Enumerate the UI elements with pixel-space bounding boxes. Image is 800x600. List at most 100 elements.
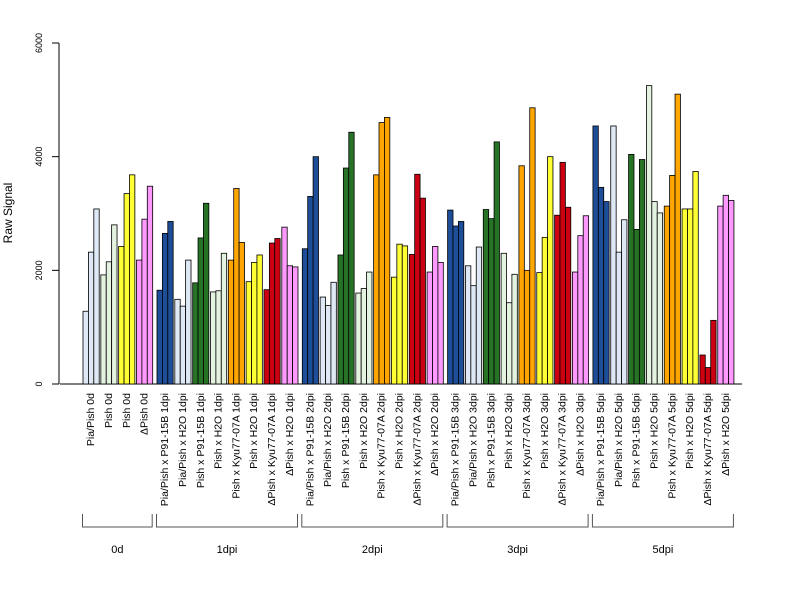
x-tick-labels: Pia/Pish 0d Pish 0d Pish 0d ΔPish 0d Pia/Pis… xyxy=(85,393,732,506)
bar xyxy=(603,201,610,385)
y-tick-label: 4000 xyxy=(34,147,44,167)
bar xyxy=(366,271,373,385)
x-tick-label: ΔPish x H2O 1dpi xyxy=(284,393,296,476)
bar xyxy=(408,254,416,385)
bar xyxy=(281,226,288,385)
group-bracket xyxy=(155,514,298,528)
x-tick-label: ΔPish 0d xyxy=(139,393,151,435)
x-tick-label: Pish x P91-15B 2dpi xyxy=(340,393,352,488)
bar xyxy=(245,281,252,385)
x-tick-label: Pia/Pish x P91-15B 3dpi xyxy=(450,393,462,506)
bar xyxy=(118,246,125,385)
group-brackets: 0d 1dpi 2dpi 3dpi 5dpi xyxy=(82,514,734,556)
y-tick-label: 2000 xyxy=(34,260,44,280)
bar xyxy=(220,252,228,385)
bar xyxy=(286,265,294,385)
bar xyxy=(319,296,326,385)
bar xyxy=(185,259,192,385)
bar xyxy=(292,266,299,385)
bar xyxy=(710,319,717,385)
bar xyxy=(628,153,635,385)
bar xyxy=(518,165,525,385)
bar xyxy=(651,201,658,385)
x-tick-label: Pish x Kyu77-07A 5dpi xyxy=(666,393,678,499)
bar xyxy=(227,259,235,385)
bar xyxy=(355,292,362,385)
bar xyxy=(500,252,507,385)
y-tick-label: 6000 xyxy=(34,33,44,53)
x-tick-label: Pish x Kyu77-07A 1dpi xyxy=(230,393,242,499)
bar xyxy=(582,215,590,385)
group-bracket xyxy=(446,514,589,528)
bar xyxy=(360,288,367,385)
bar xyxy=(633,229,640,385)
x-tick-label: Pia/Pish 0d xyxy=(85,393,97,446)
bar xyxy=(493,141,500,385)
bar xyxy=(610,125,617,385)
group-bracket xyxy=(82,514,153,528)
x-tick-label: Pish x P91-15B 1dpi xyxy=(195,393,207,488)
bar xyxy=(554,214,561,385)
bar xyxy=(396,243,403,385)
bar xyxy=(307,196,314,385)
x-tick-label: Pia/Pish x H2O 3dpi xyxy=(468,393,480,487)
bar xyxy=(233,188,240,385)
x-tick-label: Pish x H2O 3dpi xyxy=(503,393,515,469)
bar xyxy=(470,285,477,385)
bar xyxy=(432,246,439,385)
bar xyxy=(100,274,107,385)
x-tick-label: ΔPish x Kyu77-07A 5dpi xyxy=(702,393,714,506)
bar xyxy=(541,236,548,385)
bar xyxy=(123,193,130,385)
x-tick-label: Pish 0d xyxy=(121,393,133,428)
bar xyxy=(669,175,676,385)
bar xyxy=(687,208,694,385)
y-axis-label: Raw Signal xyxy=(1,183,15,244)
x-tick-label: Pia/Pish x P91-15B 5dpi xyxy=(595,393,607,506)
x-tick-label: ΔPish x Kyu77-07A 1dpi xyxy=(266,393,278,506)
bars-layer xyxy=(82,85,735,385)
bar xyxy=(174,298,181,385)
bar xyxy=(447,209,454,385)
bar xyxy=(704,367,712,385)
bar xyxy=(488,218,495,385)
bar xyxy=(572,271,579,385)
bar xyxy=(129,174,136,385)
bar xyxy=(82,310,89,385)
bar xyxy=(465,265,472,385)
bar xyxy=(301,248,309,385)
x-tick-label: Pish x Kyu77-07A 2dpi xyxy=(376,393,388,499)
bar xyxy=(156,289,163,385)
bar xyxy=(238,242,245,385)
bar xyxy=(592,125,599,385)
bar xyxy=(646,85,653,385)
bar xyxy=(312,156,319,385)
bar xyxy=(419,197,426,385)
x-tick-label: Pish x Kyu77-07A 3dpi xyxy=(521,393,533,499)
bar xyxy=(203,202,210,385)
bar xyxy=(111,224,118,385)
bar xyxy=(210,291,217,385)
bar xyxy=(414,173,421,385)
x-tick-label: Pish x H2O 2dpi xyxy=(394,393,406,469)
bar xyxy=(192,282,199,385)
bar xyxy=(656,212,664,385)
bar xyxy=(342,167,350,385)
bar xyxy=(728,200,735,385)
bar xyxy=(179,305,187,385)
bar xyxy=(263,289,270,385)
bar xyxy=(523,269,531,385)
bar xyxy=(274,238,281,385)
x-tick-label: ΔPish x H2O 2dpi xyxy=(429,393,441,476)
x-tick-label: ΔPish x H2O 5dpi xyxy=(720,393,732,476)
bar xyxy=(475,246,483,385)
bar xyxy=(384,117,391,385)
bar xyxy=(330,281,337,385)
x-tick-label: Pia/Pish x P91-15B 2dpi xyxy=(304,393,316,506)
bar xyxy=(638,159,646,385)
x-tick-label: Pish x H2O 3dpi xyxy=(539,393,551,469)
bar xyxy=(674,93,681,385)
bar xyxy=(161,232,169,385)
